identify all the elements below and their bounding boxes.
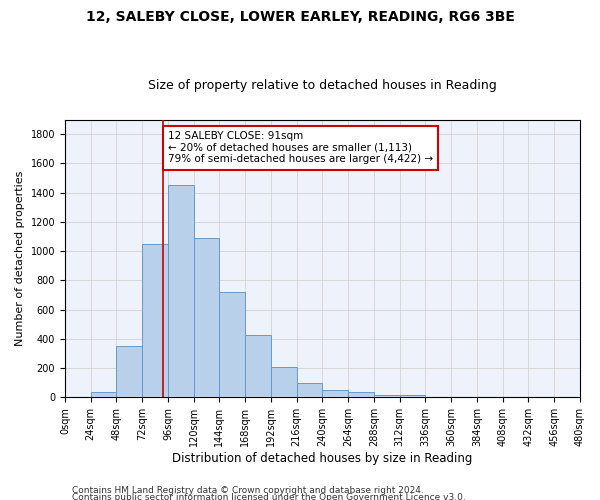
X-axis label: Distribution of detached houses by size in Reading: Distribution of detached houses by size … [172, 452, 473, 465]
Text: 12 SALEBY CLOSE: 91sqm
← 20% of detached houses are smaller (1,113)
79% of semi-: 12 SALEBY CLOSE: 91sqm ← 20% of detached… [168, 132, 433, 164]
Bar [116, 346, 142, 398]
Y-axis label: Number of detached properties: Number of detached properties [15, 171, 25, 346]
Bar [168, 186, 194, 398]
Bar [194, 238, 220, 398]
Text: Contains public sector information licensed under the Open Government Licence v3: Contains public sector information licen… [72, 494, 466, 500]
Bar [142, 244, 168, 398]
Bar [245, 334, 271, 398]
Bar [91, 392, 116, 398]
Bar [220, 292, 245, 398]
Title: Size of property relative to detached houses in Reading: Size of property relative to detached ho… [148, 79, 497, 92]
Bar [400, 396, 425, 398]
Bar [271, 367, 296, 398]
Bar [348, 392, 374, 398]
Text: 12, SALEBY CLOSE, LOWER EARLEY, READING, RG6 3BE: 12, SALEBY CLOSE, LOWER EARLEY, READING,… [86, 10, 514, 24]
Bar [65, 396, 91, 398]
Bar [322, 390, 348, 398]
Bar [374, 394, 400, 398]
Bar [425, 396, 451, 398]
Bar [296, 383, 322, 398]
Text: Contains HM Land Registry data © Crown copyright and database right 2024.: Contains HM Land Registry data © Crown c… [72, 486, 424, 495]
